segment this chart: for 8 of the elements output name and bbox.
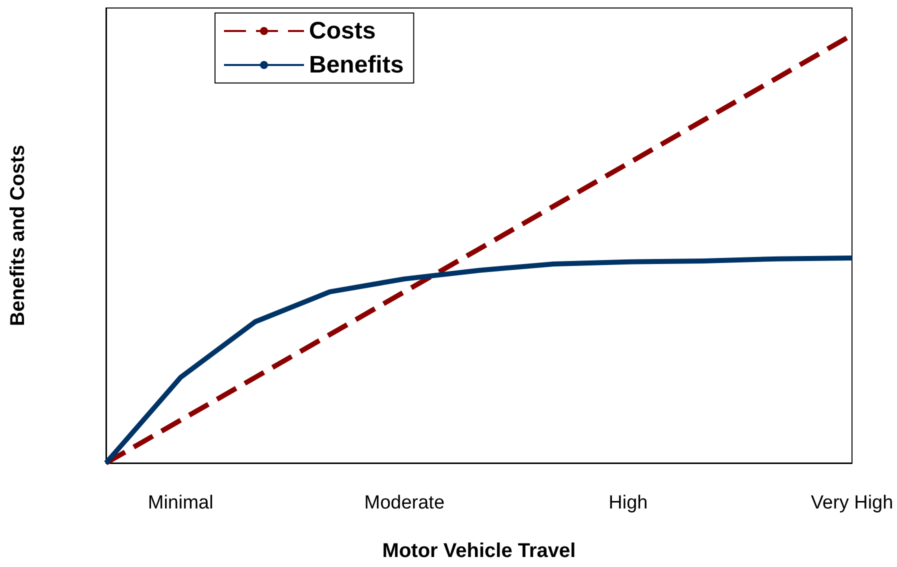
legend-label: Costs [309, 18, 376, 44]
y-axis-title: Benefits and Costs [7, 144, 29, 326]
x-tick-label: Minimal [148, 492, 214, 514]
x-axis-title: Motor Vehicle Travel [382, 540, 576, 562]
legend-label: Benefits [309, 52, 404, 78]
x-tick-label: Moderate [364, 492, 445, 514]
x-tick-label: High [608, 492, 648, 514]
x-tick-label: Very High [810, 492, 894, 514]
